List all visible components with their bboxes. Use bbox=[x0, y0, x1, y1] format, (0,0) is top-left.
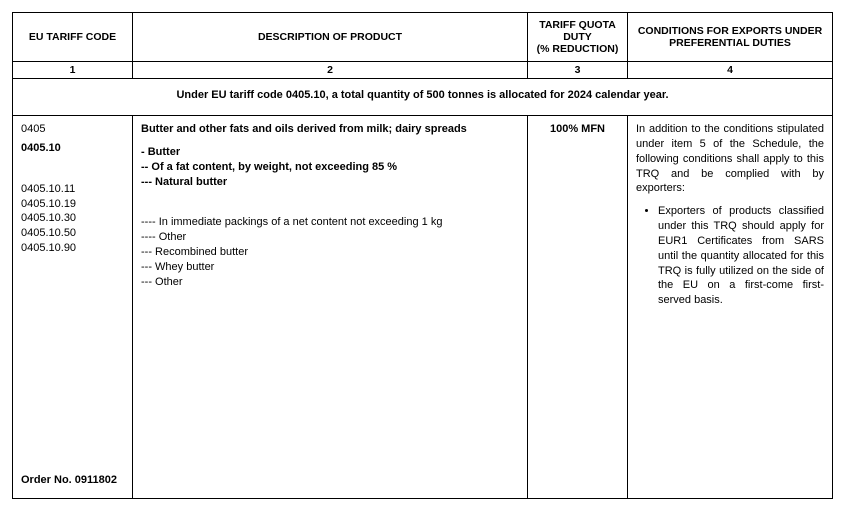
desc-heading: Butter and other fats and oils derived f… bbox=[141, 122, 519, 137]
code-sub-2: 0405.10.19 bbox=[21, 197, 124, 212]
code-sub-5: 0405.10.90 bbox=[21, 241, 124, 256]
header-code: EU TARIFF CODE bbox=[13, 13, 133, 62]
header-conditions: CONDITIONS FOR EXPORTS UNDER PREFERENTIA… bbox=[628, 13, 833, 62]
colnum-2: 2 bbox=[133, 62, 528, 79]
desc-s1: ---- In immediate packings of a net cont… bbox=[141, 215, 519, 230]
desc-s3: --- Recombined butter bbox=[141, 245, 519, 260]
code-sub-3: 0405.10.30 bbox=[21, 211, 124, 226]
column-number-row: 1 2 3 4 bbox=[13, 62, 833, 79]
code-main: 0405.10 bbox=[21, 141, 124, 156]
order-number: Order No. 0911802 bbox=[21, 473, 117, 488]
duty-value: 100% MFN bbox=[550, 123, 605, 135]
header-cond-line2: PREFERENTIAL DUTIES bbox=[669, 37, 791, 49]
conditions-bullet-1: Exporters of products classified under t… bbox=[658, 204, 824, 308]
conditions-intro: In addition to the conditions stipulated… bbox=[636, 122, 824, 196]
header-duty-line1: TARIFF QUOTA DUTY bbox=[539, 19, 616, 43]
header-cond-line1: CONDITIONS FOR EXPORTS UNDER bbox=[638, 25, 822, 37]
colnum-4: 4 bbox=[628, 62, 833, 79]
allocation-note: Under EU tariff code 0405.10, a total qu… bbox=[13, 79, 833, 116]
tariff-table: EU TARIFF CODE DESCRIPTION OF PRODUCT TA… bbox=[12, 12, 833, 499]
header-duty-line2: (% REDUCTION) bbox=[537, 43, 619, 55]
desc-s4: --- Whey butter bbox=[141, 260, 519, 275]
desc-l2: -- Of a fat content, by weight, not exce… bbox=[141, 160, 519, 175]
code-sub-1: 0405.10.11 bbox=[21, 182, 124, 197]
desc-s2: ---- Other bbox=[141, 230, 519, 245]
code-top: 0405 bbox=[21, 122, 124, 137]
code-cell: 0405 0405.10 0405.10.11 0405.10.19 0405.… bbox=[13, 116, 133, 499]
duty-cell: 100% MFN bbox=[528, 116, 628, 499]
desc-s5: --- Other bbox=[141, 275, 519, 290]
conditions-list: Exporters of products classified under t… bbox=[636, 204, 824, 308]
header-row: EU TARIFF CODE DESCRIPTION OF PRODUCT TA… bbox=[13, 13, 833, 62]
allocation-note-row: Under EU tariff code 0405.10, a total qu… bbox=[13, 79, 833, 116]
description-cell: Butter and other fats and oils derived f… bbox=[133, 116, 528, 499]
desc-l1: - Butter bbox=[141, 145, 519, 160]
colnum-1: 1 bbox=[13, 62, 133, 79]
conditions-cell: In addition to the conditions stipulated… bbox=[628, 116, 833, 499]
header-duty: TARIFF QUOTA DUTY (% REDUCTION) bbox=[528, 13, 628, 62]
desc-l3: --- Natural butter bbox=[141, 175, 519, 190]
body-row: 0405 0405.10 0405.10.11 0405.10.19 0405.… bbox=[13, 116, 833, 499]
header-description: DESCRIPTION OF PRODUCT bbox=[133, 13, 528, 62]
colnum-3: 3 bbox=[528, 62, 628, 79]
code-sub-4: 0405.10.50 bbox=[21, 226, 124, 241]
